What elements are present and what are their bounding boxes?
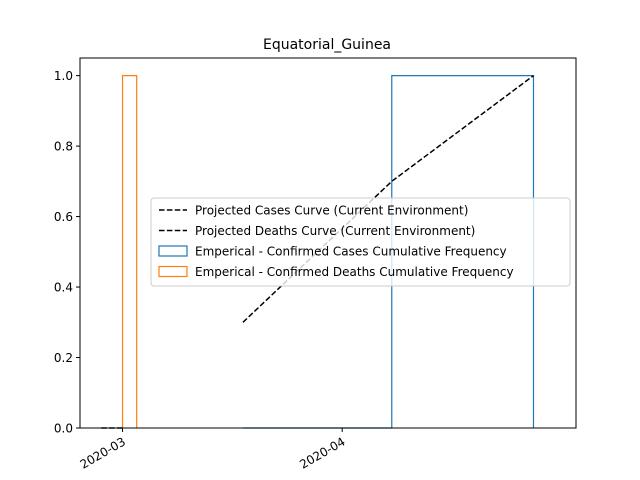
legend-label: Projected Deaths Curve (Current Environm… bbox=[195, 224, 475, 238]
y-tick-label: 0.2 bbox=[54, 351, 73, 365]
legend-label: Projected Cases Curve (Current Environme… bbox=[195, 204, 468, 218]
y-tick-label: 0.0 bbox=[54, 422, 73, 436]
x-tick-label: 2020-04 bbox=[297, 434, 347, 471]
legend-patch-swatch bbox=[158, 265, 188, 278]
legend-patch-swatch bbox=[158, 245, 188, 257]
y-tick-label: 0.8 bbox=[54, 140, 73, 154]
y-tick-label: 0.6 bbox=[54, 210, 73, 224]
chart-title: Equatorial_Guinea bbox=[263, 37, 391, 53]
axes-frame bbox=[79, 57, 577, 429]
x-tick-label: 2020-03 bbox=[78, 434, 128, 471]
legend-label: Emperical - Confirmed Cases Cumulative F… bbox=[195, 245, 507, 259]
histogram-bin bbox=[121, 75, 138, 428]
legend-box bbox=[150, 197, 571, 287]
y-axis: 0.0 0.2 0.4 0.6 0.8 1.0 bbox=[54, 69, 80, 436]
x-axis: 2020-03 2020-04 bbox=[78, 428, 348, 472]
legend: Projected Cases Curve (Current Environme… bbox=[150, 197, 571, 287]
y-tick-label: 1.0 bbox=[54, 69, 73, 83]
y-tick-label: 0.4 bbox=[54, 281, 73, 295]
legend-label: Emperical - Confirmed Deaths Cumulative … bbox=[195, 265, 514, 279]
